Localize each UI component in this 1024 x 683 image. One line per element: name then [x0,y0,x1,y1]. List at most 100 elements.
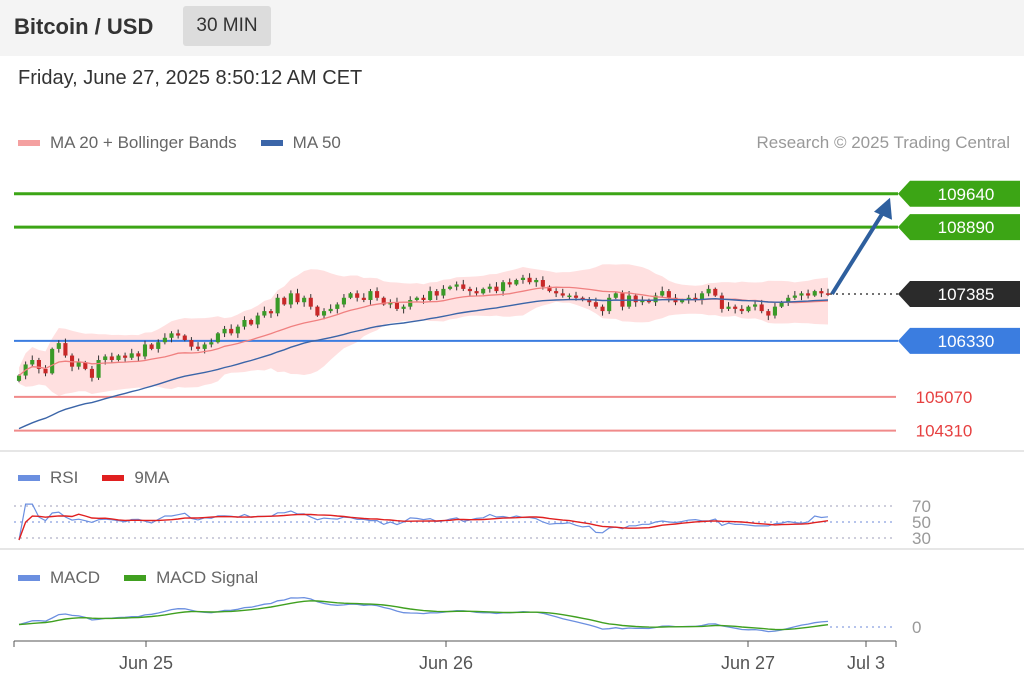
candle-body [76,362,81,367]
legend-rsi: RSI [50,468,79,487]
candle-body [215,333,220,343]
candle-body [308,297,313,307]
candle-body [600,306,605,312]
candle-body [447,286,453,289]
candle-body [428,291,433,300]
ma20-swatch [18,140,40,146]
candle-body [321,311,327,316]
candle-body [202,344,207,349]
candle-body [262,311,267,316]
candle-body [759,304,764,312]
x-tick-label: Jun 25 [119,653,173,673]
level-104310-label: 104310 [916,422,973,441]
candle-body [116,355,121,360]
credit-text: Research © 2025 Trading Central [756,133,1011,152]
macd-signal-line [18,600,829,631]
candle-body [123,355,128,358]
candle-body [806,293,811,296]
candle-body [394,302,400,309]
candle-body [335,304,340,309]
candle-body [547,286,552,292]
x-axis: Jun 25 Jun 26 Jun 27 Jul 3 [13,640,897,673]
macd-swatch [18,575,40,581]
candle-body [799,293,804,296]
candle-body [481,288,486,294]
candle-body [408,300,413,307]
candle-body [646,300,652,303]
rsi-tick-label: 30 [912,529,931,548]
rsi-tick-label: 70 [912,497,931,516]
candle-body [182,335,187,340]
pivot-tag [898,327,1020,354]
candle-body [633,295,638,303]
legend-rsi-ma: 9MA [134,468,170,487]
candle-body [540,280,545,287]
candle-body [713,288,718,296]
macd-panel: 0 [18,596,921,637]
candle-body [315,306,320,316]
candle-body [640,300,645,303]
candle-body [235,326,240,334]
moving-averages [18,286,829,430]
candle-body [149,344,154,349]
level-108890-label: 108890 [938,218,995,237]
candle-body [474,291,479,294]
candle-body [16,375,22,381]
candle-body [142,344,148,357]
candle-body [136,353,141,357]
candle-body [36,360,41,369]
candle-body [414,297,419,300]
candle-body [507,282,512,285]
candles [16,273,831,383]
candle-body [43,368,48,374]
rsi-tick-label: 50 [912,513,931,532]
candle-body [786,297,791,303]
candle-body [613,293,618,298]
candle-body [89,368,94,378]
candle-body [242,320,247,327]
candle-body [534,280,539,283]
rsi-ma-swatch [102,475,125,481]
candle-body [699,293,705,300]
candle-body [467,288,472,292]
candle-body [454,284,459,287]
candle-body [680,300,685,303]
candle-body [627,295,632,307]
candle-body [63,343,68,356]
candle-body [487,286,492,289]
candle-body [176,333,181,336]
candle-body [69,355,75,367]
level-107385-label: 107385 [938,285,995,304]
datetime-label: Friday, June 27, 2025 8:50:12 AM CET [18,67,363,89]
candle-body [189,340,194,347]
candle-body [288,293,293,305]
candle-body [169,333,174,338]
candle-body [361,297,366,300]
bollinger-band-fill [19,264,828,396]
rsi-ma-line [18,513,829,541]
candle-body [229,328,234,334]
candle-body [461,284,466,289]
macd-legend: MACD MACD Signal [18,568,258,588]
candle-body [109,356,114,360]
candle-body [607,297,612,312]
candle-body [686,297,691,300]
candle-body [328,308,333,312]
rsi-legend: RSI 9MA [18,468,169,488]
candle-body [341,297,346,305]
candle-body [375,291,380,298]
instrument-title: Bitcoin / USD [14,14,154,39]
candle-body [434,291,439,296]
candle-body [739,308,744,312]
candle-body [653,295,658,303]
macd-tick-label: 0 [912,618,921,637]
candle-body [295,293,300,303]
candle-body [30,360,35,365]
candle-body [494,286,499,292]
price-legend: MA 20 + Bollinger Bands MA 50 [18,133,341,153]
candle-body [719,295,724,309]
candle-body [162,337,167,343]
timeframe-button[interactable]: 30 MIN [183,6,271,46]
candle-body [56,343,61,349]
